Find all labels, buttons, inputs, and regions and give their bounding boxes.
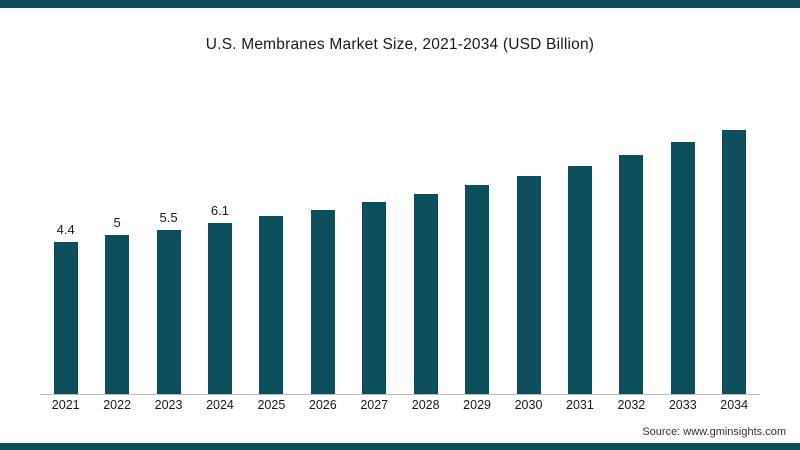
bar-group-2030 bbox=[503, 110, 554, 394]
x-axis: 2021 2022 2023 2024 2025 2026 2027 2028 2029 2030… bbox=[40, 398, 760, 412]
bar-group-2031 bbox=[554, 110, 605, 394]
bar-2023 bbox=[156, 230, 181, 394]
x-axis-label-2026: 2026 bbox=[308, 398, 337, 412]
x-axis-label-2024: 2024 bbox=[206, 398, 234, 412]
bar-2029 bbox=[465, 185, 490, 394]
x-axis-label-2031: 2031 bbox=[566, 398, 594, 412]
bar-2033 bbox=[670, 142, 695, 394]
bar-group-2022: 5 bbox=[92, 110, 143, 394]
bar-group-2034 bbox=[709, 110, 760, 394]
bar-2022 bbox=[105, 235, 130, 394]
x-axis-label-2032: 2032 bbox=[617, 398, 646, 412]
top-border-strip bbox=[0, 0, 800, 8]
bar-2025 bbox=[259, 216, 284, 394]
bar-2034 bbox=[722, 130, 747, 394]
bar-value-label: 5 bbox=[113, 215, 121, 230]
bar-2032 bbox=[619, 155, 644, 394]
bottom-border-strip bbox=[0, 443, 800, 450]
chart-title: U.S. Membranes Market Size, 2021-2034 (U… bbox=[205, 36, 595, 53]
bar-value-label: 5.5 bbox=[159, 210, 178, 225]
bar-2026 bbox=[310, 210, 335, 394]
bar-2028 bbox=[413, 194, 438, 394]
x-axis-label-2021: 2021 bbox=[51, 398, 80, 412]
plot-area: 4.4 5 5.5 6.1 bbox=[40, 110, 760, 395]
bar-value-label: 4.4 bbox=[56, 222, 75, 237]
bar-group-2024: 6.1 bbox=[194, 110, 245, 394]
bar-group-2027 bbox=[349, 110, 400, 394]
bar-group-2032 bbox=[606, 110, 657, 394]
x-axis-label-2030: 2030 bbox=[514, 398, 543, 412]
bar-value-label: 6.1 bbox=[210, 203, 229, 218]
x-axis-label-2034: 2034 bbox=[720, 398, 749, 412]
bar-group-2029 bbox=[452, 110, 503, 394]
bar-group-2023: 5.5 bbox=[143, 110, 194, 394]
bar-plot: 4.4 5 5.5 6.1 bbox=[40, 110, 760, 395]
bar-group-2033 bbox=[657, 110, 708, 394]
source-attribution: Source: www.gminsights.com bbox=[642, 426, 786, 438]
x-axis-label-2027: 2027 bbox=[360, 398, 389, 412]
bar-group-2025 bbox=[246, 110, 297, 394]
bar-2027 bbox=[362, 202, 387, 394]
bar-group-2026 bbox=[297, 110, 348, 394]
bar-2030 bbox=[516, 176, 541, 394]
bar-group-2028 bbox=[400, 110, 451, 394]
bar-2031 bbox=[567, 166, 592, 394]
bar-group-2021: 4.4 bbox=[40, 110, 91, 394]
x-axis-label-2028: 2028 bbox=[411, 398, 440, 412]
x-axis-label-2022: 2022 bbox=[103, 398, 132, 412]
x-axis-label-2025: 2025 bbox=[257, 398, 286, 412]
bar-2021 bbox=[53, 242, 78, 394]
x-axis-label-2033: 2033 bbox=[668, 398, 697, 412]
bar-2024 bbox=[207, 223, 232, 394]
x-axis-label-2023: 2023 bbox=[154, 398, 183, 412]
x-axis-label-2029: 2029 bbox=[463, 398, 491, 412]
